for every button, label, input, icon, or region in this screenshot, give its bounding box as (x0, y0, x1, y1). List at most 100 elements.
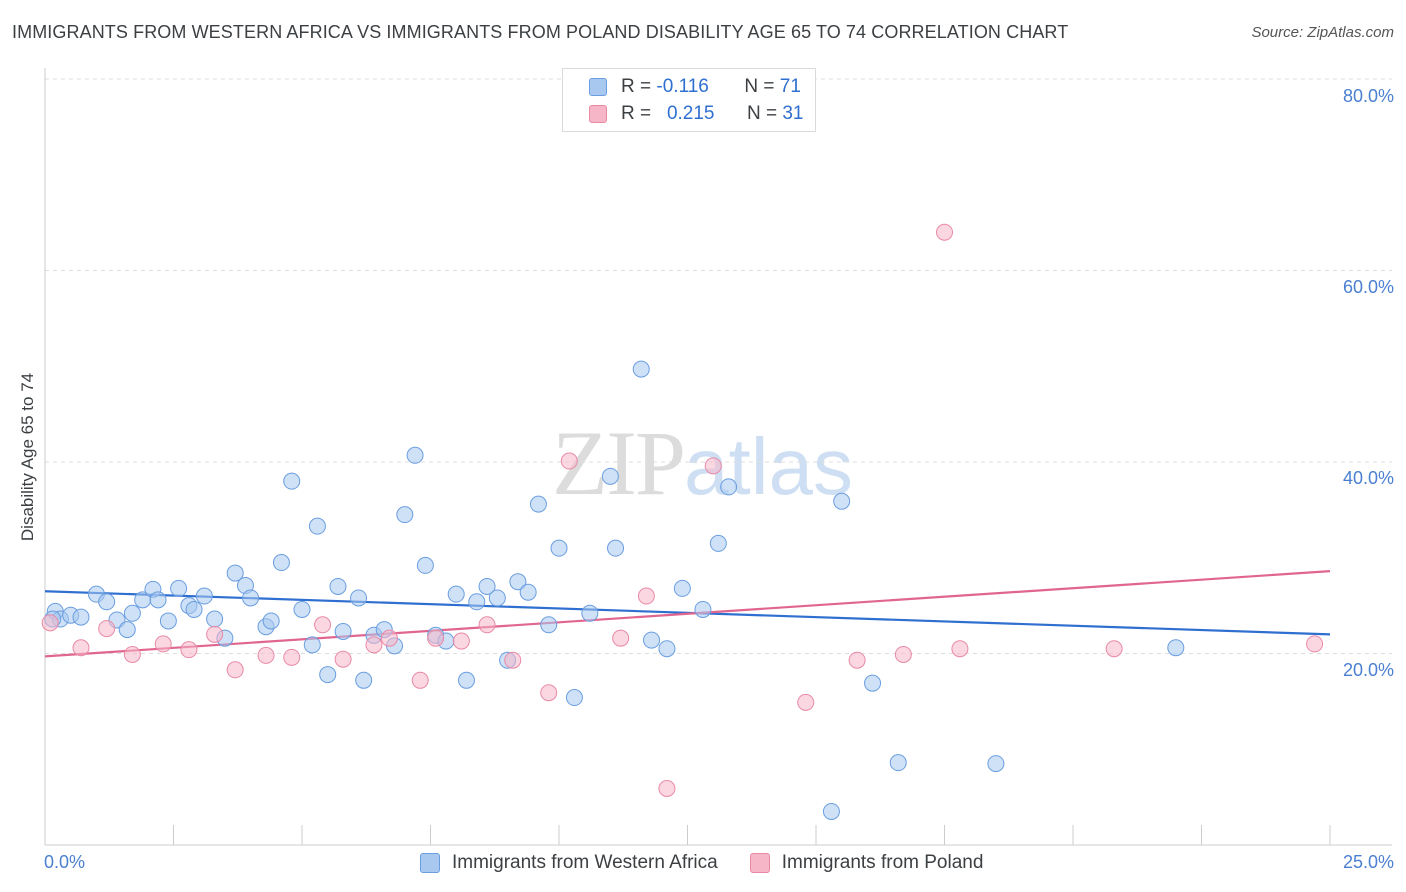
point-poland (206, 625, 224, 643)
point-western-africa (694, 600, 712, 618)
point-western-africa (334, 622, 352, 640)
point-western-africa (283, 472, 301, 490)
point-western-africa (350, 589, 368, 607)
point-western-africa (457, 671, 475, 689)
point-poland (41, 614, 59, 632)
point-western-africa (416, 556, 434, 574)
point-western-africa (206, 610, 224, 628)
point-poland (560, 452, 578, 470)
point-western-africa (303, 636, 321, 654)
point-western-africa (308, 517, 326, 535)
point-western-africa (889, 754, 907, 772)
point-western-africa (658, 640, 676, 658)
y-tick-label: 60.0% (1342, 277, 1394, 297)
series-legend: Immigrants from Western Africa Immigrant… (420, 852, 1015, 874)
point-western-africa (540, 616, 558, 634)
point-poland (314, 616, 332, 634)
point-poland (98, 620, 116, 638)
point-western-africa (529, 495, 547, 513)
point-western-africa (643, 631, 661, 649)
legend-swatch (589, 105, 607, 123)
point-western-africa (406, 446, 424, 464)
point-western-africa (720, 478, 738, 496)
point-poland (951, 640, 969, 658)
point-western-africa (1167, 639, 1185, 657)
r-label: R = (621, 103, 652, 124)
point-western-africa (673, 579, 691, 597)
point-poland (257, 646, 275, 664)
point-poland (411, 671, 429, 689)
point-poland (612, 629, 630, 647)
point-poland (1105, 640, 1123, 658)
point-poland (334, 650, 352, 668)
point-poland (704, 457, 722, 475)
point-poland (180, 641, 198, 659)
n-label: N = (744, 76, 775, 97)
point-western-africa (632, 360, 650, 378)
point-western-africa (987, 755, 1005, 773)
point-poland (658, 780, 676, 798)
r-value: 0.215 (666, 103, 715, 124)
trend-line-poland (44, 570, 1331, 658)
point-western-africa (72, 608, 90, 626)
point-western-africa (262, 612, 280, 630)
point-western-africa (159, 612, 177, 630)
point-western-africa (519, 583, 537, 601)
legend-label: Immigrants from Western Africa (452, 852, 718, 873)
stats-legend-row-poland: R = 0.215 N = 31 (589, 101, 803, 127)
point-western-africa (509, 573, 527, 591)
grid-lines (45, 78, 1392, 654)
point-western-africa (581, 604, 599, 622)
y-tick-label: 80.0% (1342, 86, 1394, 106)
point-western-africa (396, 506, 414, 524)
point-western-africa (293, 600, 311, 618)
y-axis-label: Disability Age 65 to 74 (18, 372, 37, 542)
legend-label: Immigrants from Poland (781, 852, 984, 873)
stats-legend-row-western-africa: R = -0.116 N = 71 (589, 74, 801, 100)
x-tick-label: 25.0% (1342, 852, 1394, 872)
point-western-africa (709, 534, 727, 552)
point-western-africa (98, 593, 116, 611)
point-poland (504, 651, 522, 669)
y-tick-label: 40.0% (1342, 468, 1394, 488)
n-value: 31 (782, 103, 804, 124)
point-poland (427, 629, 445, 647)
legend-swatch (420, 853, 440, 873)
point-western-africa (864, 674, 882, 692)
stats-legend: R = -0.116 N = 71 R = 0.215 N = 31 (562, 68, 816, 132)
point-western-africa (355, 671, 373, 689)
point-poland (380, 629, 398, 647)
point-western-africa (195, 587, 213, 605)
legend-item-poland[interactable]: Immigrants from Poland (749, 852, 984, 874)
point-western-africa (607, 539, 625, 557)
point-western-africa (185, 600, 203, 618)
r-label: R = (621, 76, 652, 97)
point-poland (936, 223, 953, 241)
point-western-africa (123, 604, 141, 622)
point-western-africa (226, 564, 244, 582)
point-poland (123, 645, 141, 663)
legend-item-western-africa[interactable]: Immigrants from Western Africa (420, 852, 718, 874)
point-poland (894, 645, 912, 663)
point-western-africa (329, 577, 347, 595)
trend-lines (44, 570, 1331, 658)
x-tick-label: 0.0% (44, 852, 86, 872)
point-poland (154, 635, 172, 653)
point-poland (226, 661, 244, 679)
r-value: -0.116 (656, 76, 709, 97)
point-western-africa (565, 689, 583, 707)
point-western-africa (488, 589, 506, 607)
point-western-africa (170, 579, 188, 597)
point-western-africa (601, 467, 619, 485)
point-western-africa (550, 539, 568, 557)
point-poland (848, 651, 866, 669)
axes (44, 68, 1392, 846)
point-poland (797, 693, 815, 711)
point-western-africa (242, 589, 260, 607)
point-poland (540, 684, 558, 702)
y-tick-label: 20.0% (1342, 660, 1394, 680)
point-poland (1306, 635, 1324, 653)
n-label: N = (746, 103, 778, 124)
point-poland (478, 616, 496, 634)
